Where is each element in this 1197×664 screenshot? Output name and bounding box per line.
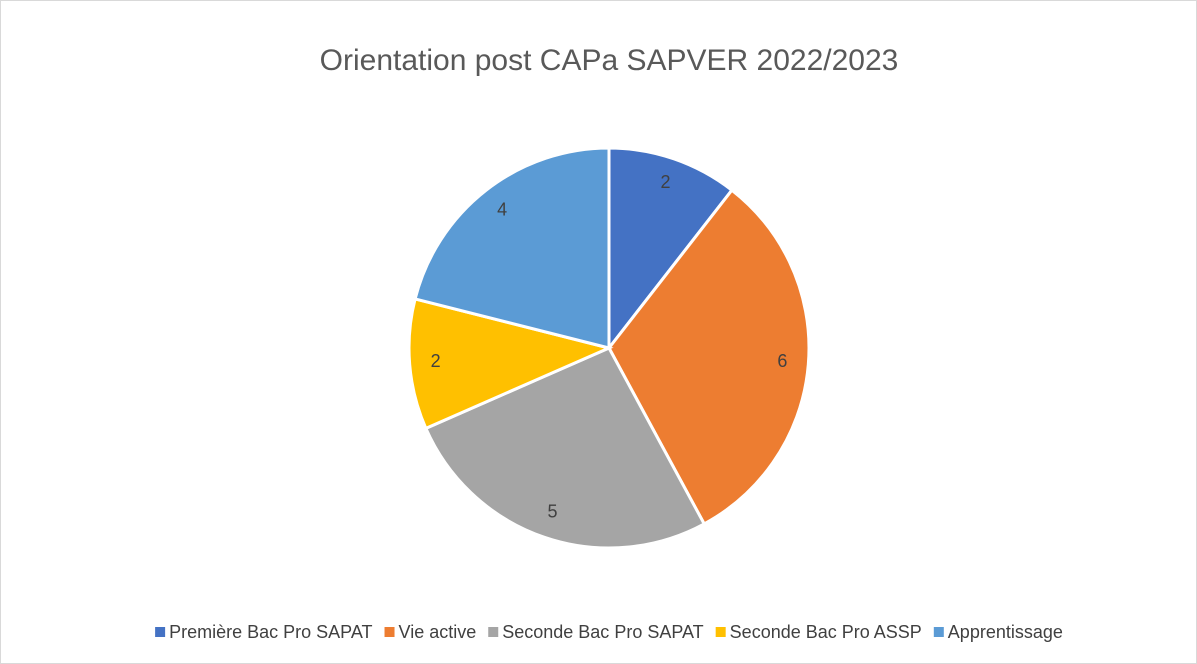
data-label: 2 [431, 351, 441, 371]
data-label: 2 [660, 172, 670, 192]
legend-label: Apprentissage [948, 622, 1063, 642]
legend-label: Vie active [399, 622, 477, 642]
data-label: 6 [777, 351, 787, 371]
legend-marker [155, 627, 166, 637]
legend-marker [715, 627, 726, 637]
pie-slice [413, 146, 611, 350]
pie-slice [607, 188, 811, 526]
data-label: 5 [547, 501, 557, 521]
pie-slice [607, 146, 734, 353]
pie-slice [407, 297, 614, 431]
legend-label: Première Bac Pro SAPAT [169, 622, 372, 642]
legend-label: Seconde Bac Pro SAPAT [502, 622, 703, 642]
legend-marker [384, 627, 395, 637]
data-label: 4 [497, 199, 507, 219]
legend-marker [488, 627, 499, 637]
legend-label: Seconde Bac Pro ASSP [730, 622, 922, 642]
chart-title: Orientation post CAPa SAPVER 2022/2023 [320, 44, 899, 77]
legend-marker [933, 627, 944, 637]
